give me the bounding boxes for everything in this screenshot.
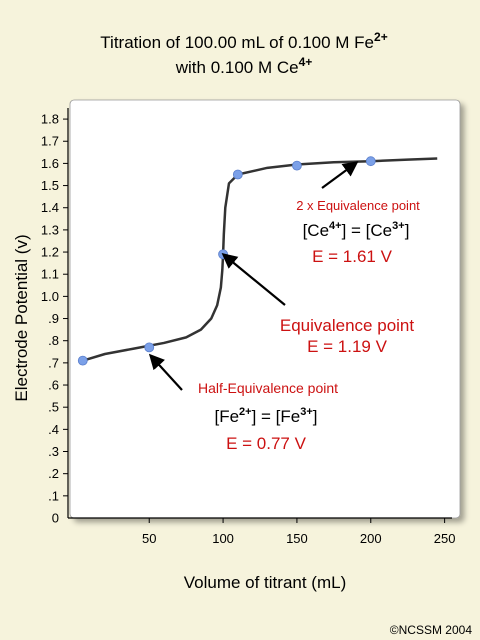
y-tick-label: 1.5 bbox=[41, 178, 59, 193]
y-tick-label: .9 bbox=[48, 311, 59, 326]
y-tick-label: 1.8 bbox=[41, 112, 59, 127]
label-two-x-equivalence: 2 x Equivalence point bbox=[296, 198, 420, 213]
x-tick-label: 250 bbox=[434, 531, 456, 546]
arrow-half-equivalence bbox=[148, 353, 183, 391]
x-tick-label: 200 bbox=[360, 531, 382, 546]
arrow-two-x-equivalence bbox=[321, 161, 359, 189]
y-tick-label: .8 bbox=[48, 333, 59, 348]
energy-half-equivalence: E = 0.77 V bbox=[226, 434, 307, 453]
energy-equivalence: E = 1.19 V bbox=[307, 337, 388, 356]
y-tick-label: 1.2 bbox=[41, 245, 59, 260]
y-tick-label: 0 bbox=[52, 511, 59, 526]
y-tick-label: .1 bbox=[48, 488, 59, 503]
energy-two-x-equivalence: E = 1.61 V bbox=[312, 247, 393, 266]
data-point bbox=[232, 169, 243, 180]
y-tick-label: .3 bbox=[48, 444, 59, 459]
plot-area bbox=[69, 99, 461, 519]
x-axis-label: Volume of titrant (mL) bbox=[184, 573, 347, 592]
y-tick-label: 1.4 bbox=[41, 200, 59, 215]
y-tick-label: .5 bbox=[48, 400, 59, 415]
x-tick-label: 100 bbox=[212, 531, 234, 546]
x-tick-label: 50 bbox=[142, 531, 156, 546]
data-point bbox=[365, 156, 376, 167]
chart-title-line2: with 0.100 M Ce4+ bbox=[175, 55, 313, 77]
label-half-equivalence: Half-Equivalence point bbox=[198, 380, 338, 396]
credit-text: ©NCSSM 2004 bbox=[390, 623, 473, 637]
arrow-equivalence bbox=[221, 253, 286, 306]
equation-fe: [Fe2+] = [Fe3+] bbox=[214, 406, 317, 426]
data-point bbox=[77, 355, 88, 366]
y-tick-label: .2 bbox=[48, 466, 59, 481]
y-tick-label: .6 bbox=[48, 378, 59, 393]
y-tick-label: .4 bbox=[48, 422, 59, 437]
y-axis-label: Electrode Potential (v) bbox=[12, 234, 31, 401]
y-tick-label: 1.1 bbox=[41, 267, 59, 282]
y-tick-label: .7 bbox=[48, 355, 59, 370]
y-tick-label: 1.3 bbox=[41, 222, 59, 237]
data-point bbox=[292, 160, 302, 171]
label-equivalence: Equivalence point bbox=[280, 316, 414, 335]
y-tick-label: 1.7 bbox=[41, 134, 59, 149]
y-tick-label: 1.6 bbox=[41, 156, 59, 171]
equation-ce: [Ce4+] = [Ce3+] bbox=[303, 220, 410, 240]
y-tick-label: 1.0 bbox=[41, 289, 59, 304]
x-tick-label: 150 bbox=[286, 531, 308, 546]
data-point bbox=[144, 342, 155, 353]
chart-title-line1: Titration of 100.00 mL of 0.100 M Fe2+ bbox=[100, 30, 387, 52]
